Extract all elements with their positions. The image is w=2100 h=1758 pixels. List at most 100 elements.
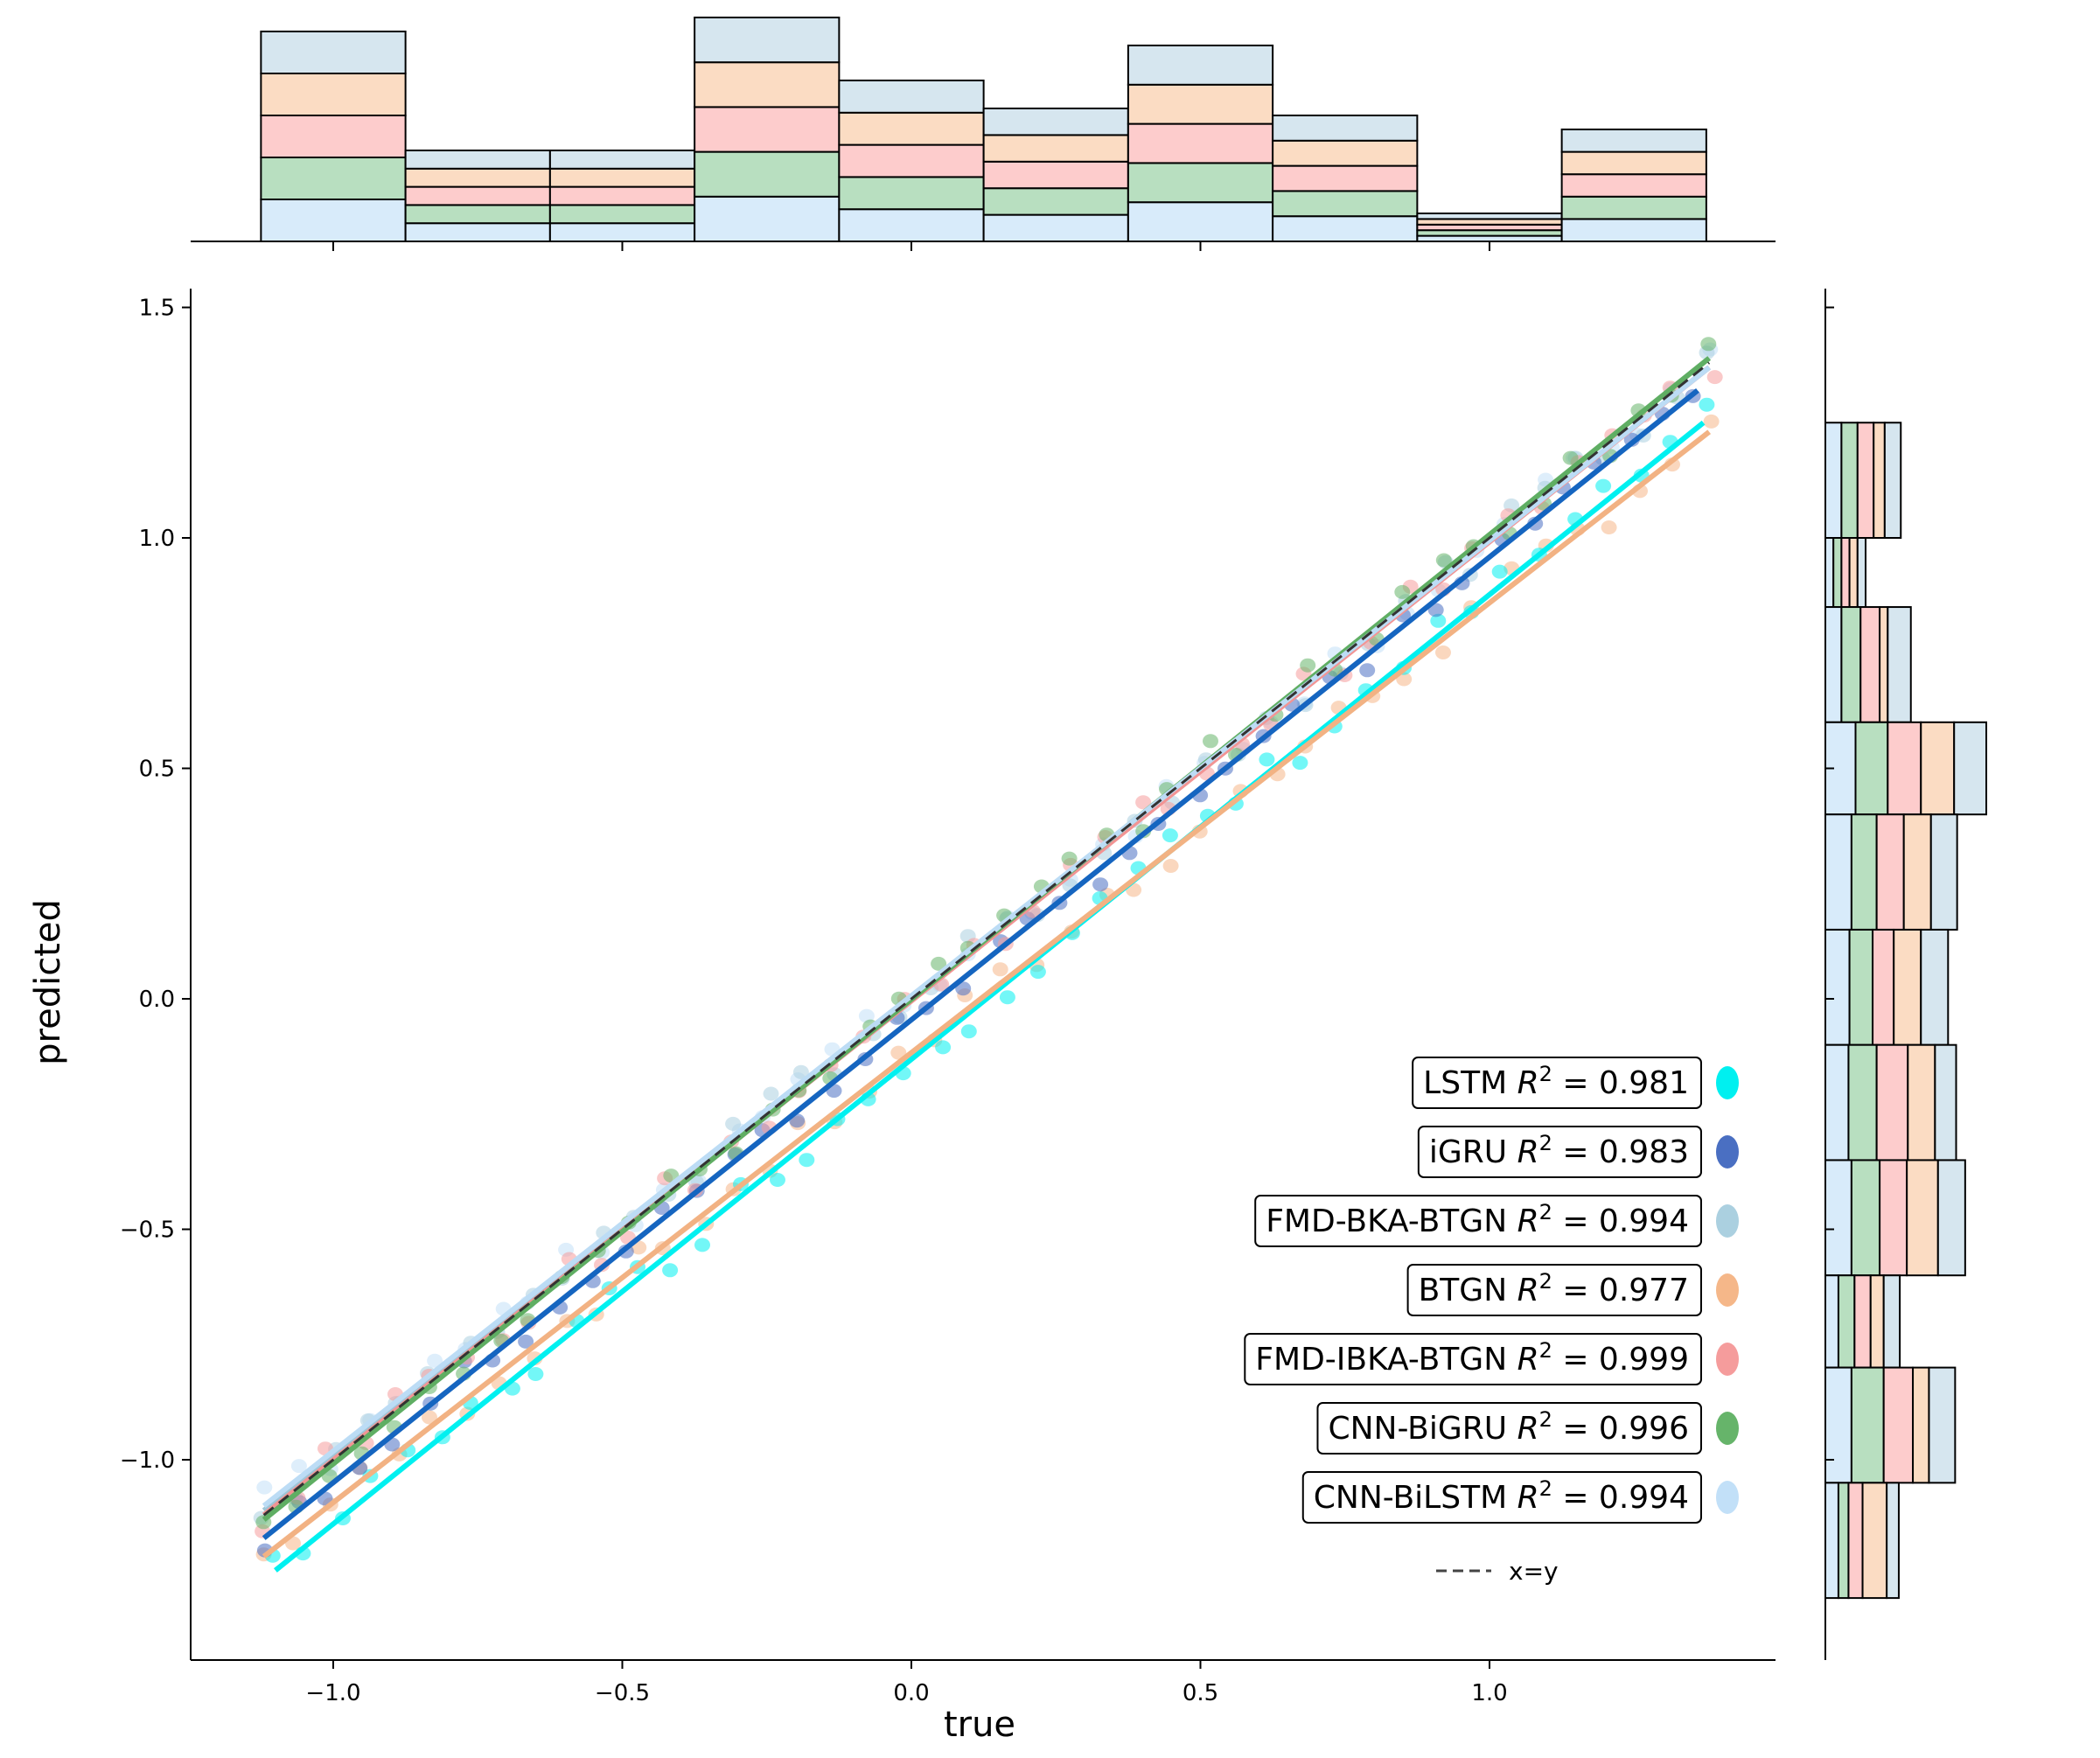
top-hist-bar	[404, 204, 551, 225]
right-hist-bar	[1879, 606, 1889, 723]
data-point	[1203, 734, 1218, 749]
data-point	[1135, 795, 1152, 810]
right-hist-bar	[1824, 1159, 1852, 1277]
legend-entry-diagonal: x=y	[1436, 1557, 1559, 1586]
data-point	[960, 1024, 977, 1039]
top-hist-bar	[1127, 83, 1274, 125]
legend-entry-igru: iGRU R2 = 0.983	[1417, 1126, 1739, 1178]
top-hist-bar	[404, 167, 551, 188]
top-hist-bar	[982, 160, 1129, 190]
diagonal-line	[262, 361, 1711, 1517]
right-hist-bar	[1875, 1043, 1909, 1162]
legend: LSTM R2 = 0.981 iGRU R2 = 0.983 FMD-BKA-BT…	[1244, 1057, 1739, 1586]
x-tick-label: −0.5	[595, 1680, 650, 1706]
right-hist-bar	[1840, 606, 1862, 723]
data-point	[1706, 370, 1723, 385]
top-hist-bar	[548, 204, 696, 225]
right-hist-bar	[1847, 1482, 1864, 1600]
legend-marker	[1716, 1412, 1739, 1445]
data-point	[1029, 965, 1046, 980]
top-hist-bar	[1127, 122, 1274, 164]
right-marginal-histogram	[1824, 289, 1987, 1660]
top-hist-bar	[982, 213, 1129, 243]
data-point	[1435, 553, 1452, 568]
scatter-series-cnn-bilstm	[256, 342, 1719, 1495]
legend-entry-cnn-bilstm: CNN-BiLSTM R2 = 0.994	[1301, 1471, 1739, 1524]
legend-box	[1301, 1471, 1702, 1524]
right-hist-bar	[1824, 422, 1843, 539]
legend-entry-lstm: LSTM R2 = 0.981	[1412, 1057, 1739, 1109]
right-hist-bar	[1824, 928, 1851, 1046]
legend-label: BTGN R2 = 0.977	[1419, 1269, 1689, 1308]
legend-entry-fmd-bka-btgn: FMD-BKA-BTGN R2 = 0.994	[1254, 1195, 1739, 1247]
legend-box	[1412, 1057, 1702, 1109]
legend-entry-cnn-bigru: CNN-BiGRU R2 = 0.996	[1316, 1402, 1739, 1455]
right-hist-bar	[1882, 1366, 1915, 1484]
right-hist-bar	[1850, 1366, 1885, 1484]
x-tick-label: 0.5	[1183, 1680, 1218, 1706]
data-point	[1300, 658, 1316, 673]
right-hist-bar	[1929, 813, 1958, 931]
right-hist-bar	[1882, 1274, 1901, 1369]
right-hist-bar	[1824, 1274, 1839, 1369]
right-hist-bar	[1856, 537, 1867, 609]
fit-line-cnn-bilstm	[262, 365, 1712, 1509]
right-hist-bar	[1854, 721, 1889, 816]
top-hist-bar	[1560, 129, 1707, 153]
top-hist-bar	[982, 134, 1129, 163]
right-hist-bar	[1912, 1366, 1930, 1484]
data-point	[1359, 663, 1376, 678]
legend-box	[1254, 1195, 1702, 1247]
legend-label: iGRU R2 = 0.983	[1429, 1131, 1689, 1170]
top-hist-bar	[1127, 162, 1274, 204]
x-axis-label: true	[944, 1705, 1015, 1745]
right-hist-bar	[1920, 928, 1950, 1046]
top-hist-bar	[1560, 173, 1707, 198]
legend-box	[1316, 1402, 1702, 1455]
data-point	[1699, 397, 1715, 412]
right-hist-bar	[1824, 813, 1852, 931]
x-tick-label: 1.0	[1471, 1680, 1507, 1706]
data-point	[1162, 859, 1179, 873]
legend-box	[1244, 1333, 1702, 1385]
data-point	[1601, 520, 1617, 534]
right-hist-bar	[1824, 606, 1843, 723]
y-tick-label: 1.0	[139, 526, 175, 552]
legend-label: CNN-BiGRU R2 = 0.996	[1328, 1407, 1689, 1447]
data-point	[527, 1367, 544, 1381]
right-hist-bar	[1824, 1366, 1852, 1484]
right-hist-bar	[1936, 1159, 1966, 1277]
top-hist-bar	[548, 167, 696, 188]
right-hist-bar	[1840, 537, 1851, 609]
data-point	[992, 962, 1008, 977]
data-point	[858, 1008, 875, 1023]
data-point	[725, 1116, 742, 1131]
right-hist-bar	[1887, 606, 1912, 723]
right-hist-bar	[1853, 1274, 1872, 1369]
right-hist-bar	[1886, 1482, 1900, 1600]
right-hist-bar	[1850, 1159, 1881, 1277]
right-hist-bar	[1934, 1043, 1957, 1162]
top-hist-bar	[694, 61, 841, 108]
legend-marker	[1716, 1273, 1739, 1307]
top-hist-bar	[838, 208, 985, 242]
top-hist-bar	[260, 157, 407, 200]
top-hist-bar	[838, 111, 985, 146]
legend-marker	[1716, 1204, 1739, 1238]
legend-label: FMD-IBKA-BTGN R2 = 0.999	[1255, 1338, 1689, 1378]
top-hist-bar	[1272, 215, 1419, 242]
top-hist-bar	[404, 150, 551, 170]
legend-marker	[1716, 1066, 1739, 1099]
top-hist-bar	[1560, 195, 1707, 220]
top-hist-bar	[694, 195, 841, 243]
right-hist-bar	[1883, 422, 1902, 539]
top-hist-bar	[260, 115, 407, 158]
right-hist-bar	[1848, 537, 1859, 609]
top-hist-bar	[1560, 218, 1707, 242]
legend-entry-fmd-ibka-btgn: FMD-IBKA-BTGN R2 = 0.999	[1244, 1333, 1739, 1385]
data-point	[1427, 603, 1444, 617]
legend-marker	[1716, 1481, 1739, 1514]
data-point	[1259, 752, 1275, 767]
